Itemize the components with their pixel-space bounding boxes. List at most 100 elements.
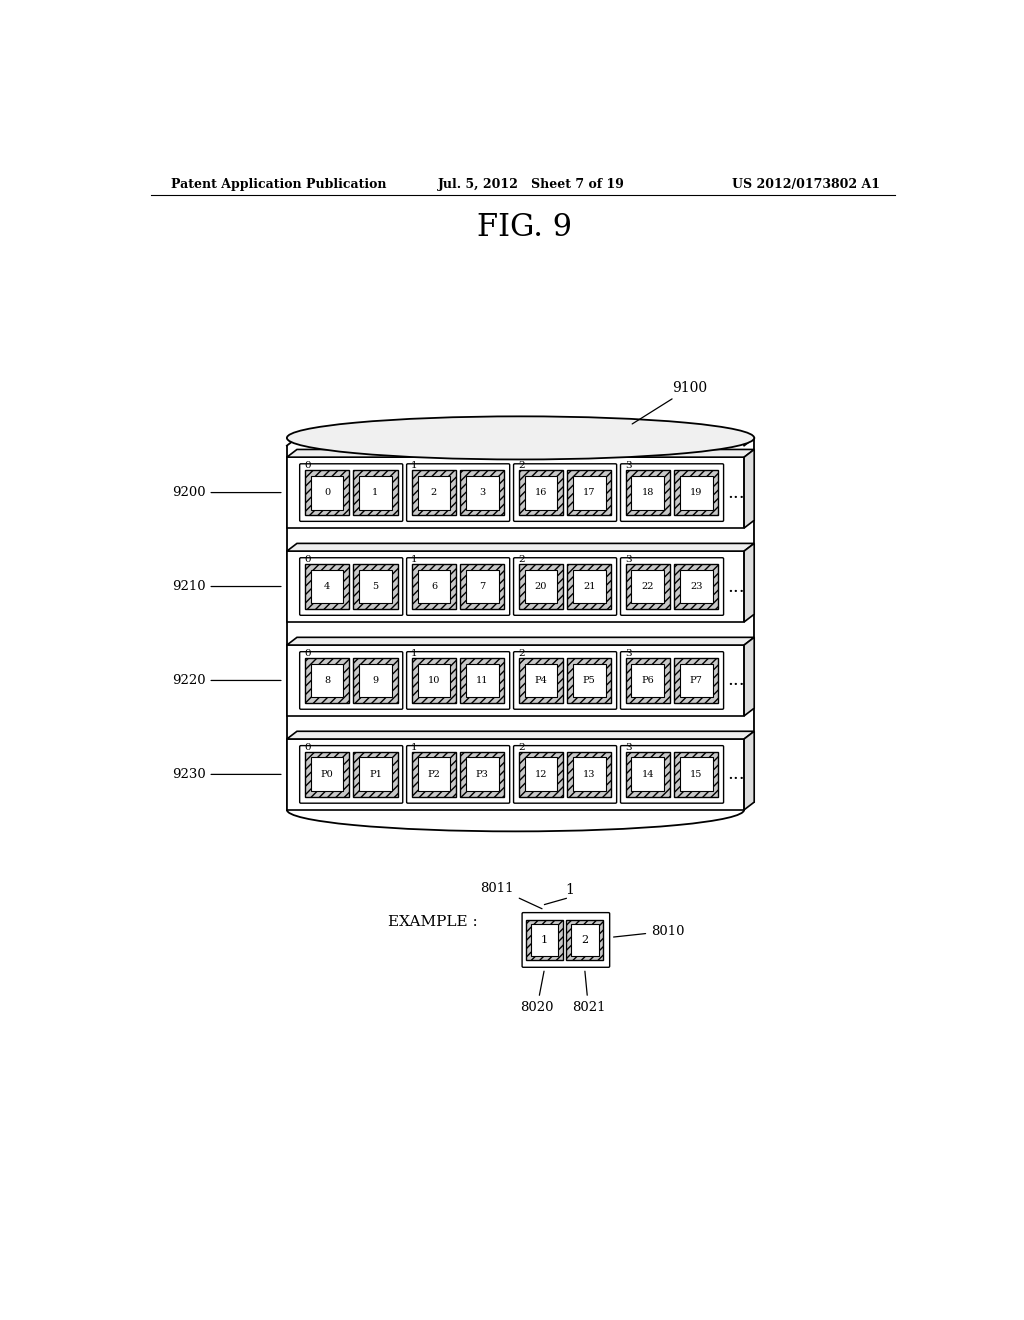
Bar [466, 475, 499, 510]
Text: 9100: 9100 [632, 380, 708, 424]
Text: 9200: 9200 [172, 486, 281, 499]
Text: P3: P3 [476, 770, 488, 779]
FancyBboxPatch shape [407, 463, 510, 521]
Text: 2: 2 [518, 461, 524, 470]
Text: 7: 7 [479, 582, 485, 591]
Bar [310, 570, 343, 603]
Bar [519, 752, 563, 797]
Text: 2: 2 [518, 743, 524, 752]
Text: 20: 20 [535, 582, 547, 591]
Text: 0: 0 [324, 488, 330, 498]
Bar [412, 752, 456, 797]
Bar [680, 570, 713, 603]
Bar [530, 924, 558, 956]
Text: P6: P6 [641, 676, 654, 685]
Text: 5: 5 [373, 582, 379, 591]
Bar [572, 475, 605, 510]
Bar [524, 475, 557, 510]
Text: 9210: 9210 [172, 579, 281, 593]
Text: 2: 2 [518, 649, 524, 657]
Text: 12: 12 [535, 770, 547, 779]
FancyBboxPatch shape [621, 746, 724, 803]
Text: 3: 3 [625, 743, 632, 752]
Bar [353, 564, 397, 609]
Bar [359, 475, 392, 510]
Bar [572, 664, 605, 697]
Text: P0: P0 [321, 770, 334, 779]
Polygon shape [744, 450, 755, 528]
Text: EXAMPLE :: EXAMPLE : [388, 915, 477, 929]
Bar [305, 657, 349, 704]
Bar [418, 570, 451, 603]
Text: P4: P4 [535, 676, 548, 685]
Polygon shape [287, 638, 755, 645]
Bar [460, 657, 505, 704]
FancyBboxPatch shape [522, 912, 609, 968]
Bar [632, 664, 665, 697]
Bar [525, 920, 563, 961]
Text: 0: 0 [304, 461, 310, 470]
Polygon shape [287, 731, 755, 739]
Bar [572, 758, 605, 791]
Bar [632, 570, 665, 603]
Text: 6: 6 [431, 582, 437, 591]
Text: 0: 0 [304, 743, 310, 752]
Bar [353, 470, 397, 515]
Text: P5: P5 [583, 676, 596, 685]
Bar [418, 664, 451, 697]
Text: US 2012/0173802 A1: US 2012/0173802 A1 [732, 178, 880, 190]
Text: 4: 4 [324, 582, 330, 591]
Bar [674, 470, 719, 515]
Text: 1: 1 [411, 554, 418, 564]
Text: 3: 3 [625, 649, 632, 657]
Ellipse shape [287, 416, 755, 459]
Bar [674, 752, 719, 797]
Text: P1: P1 [369, 770, 382, 779]
Bar [310, 758, 343, 791]
Text: 22: 22 [642, 582, 654, 591]
Text: 2: 2 [581, 935, 588, 945]
Text: ...: ... [727, 483, 744, 502]
Text: 9: 9 [373, 676, 379, 685]
Bar [567, 657, 611, 704]
Text: Jul. 5, 2012   Sheet 7 of 19: Jul. 5, 2012 Sheet 7 of 19 [438, 178, 625, 190]
Bar [680, 664, 713, 697]
FancyBboxPatch shape [514, 746, 616, 803]
Bar [310, 475, 343, 510]
FancyBboxPatch shape [514, 558, 616, 615]
Text: 3: 3 [625, 554, 632, 564]
FancyBboxPatch shape [300, 652, 402, 709]
Text: 9230: 9230 [172, 768, 281, 781]
Bar [418, 758, 451, 791]
Text: 8: 8 [324, 676, 330, 685]
Text: 23: 23 [690, 582, 702, 591]
Bar [287, 645, 744, 715]
Bar [626, 564, 670, 609]
Bar [524, 758, 557, 791]
FancyBboxPatch shape [621, 652, 724, 709]
Bar [466, 758, 499, 791]
Text: 17: 17 [583, 488, 596, 498]
Text: 1: 1 [411, 649, 418, 657]
Text: Patent Application Publication: Patent Application Publication [171, 178, 386, 190]
Text: 10: 10 [428, 676, 440, 685]
Bar [287, 457, 744, 528]
FancyBboxPatch shape [621, 558, 724, 615]
Bar [567, 470, 611, 515]
Polygon shape [744, 731, 755, 810]
Bar [680, 758, 713, 791]
FancyBboxPatch shape [300, 558, 402, 615]
FancyBboxPatch shape [621, 463, 724, 521]
Text: 16: 16 [535, 488, 547, 498]
Polygon shape [744, 638, 755, 715]
Bar [674, 657, 719, 704]
Text: 3: 3 [479, 488, 485, 498]
Bar [287, 739, 744, 810]
Bar [626, 752, 670, 797]
FancyBboxPatch shape [514, 652, 616, 709]
Bar [412, 564, 456, 609]
Bar [460, 752, 505, 797]
Text: FIG. 9: FIG. 9 [477, 213, 572, 243]
Bar [353, 657, 397, 704]
FancyBboxPatch shape [407, 652, 510, 709]
